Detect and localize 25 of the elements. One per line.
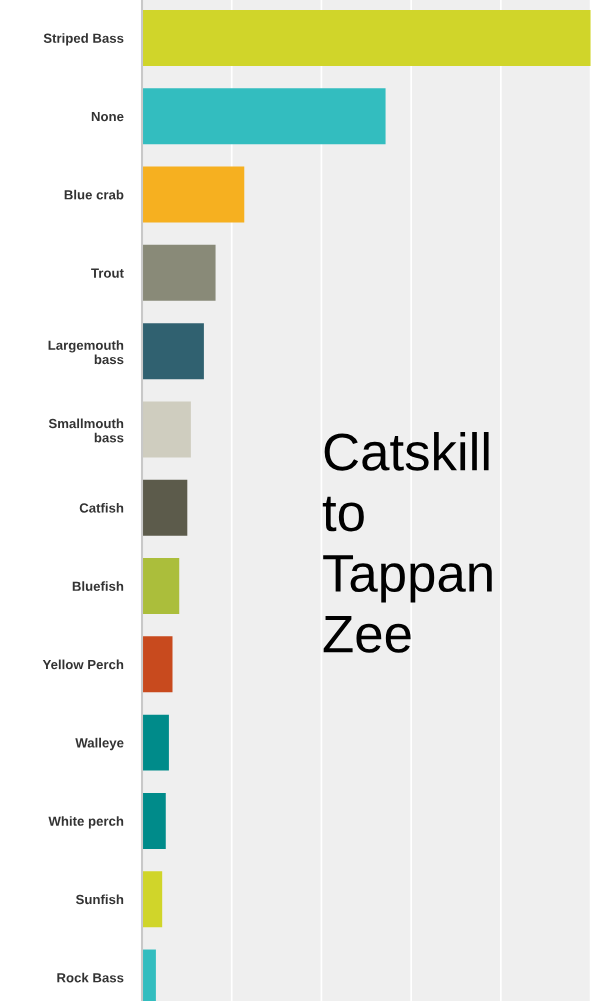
bar bbox=[142, 166, 245, 223]
bar bbox=[142, 244, 216, 301]
y-tick-label: Walleye bbox=[75, 737, 124, 751]
y-tick-label: Largemouth bass bbox=[48, 340, 124, 365]
y-tick-label: Smallmouth bass bbox=[48, 418, 124, 443]
y-tick-label: Blue crab bbox=[64, 189, 124, 200]
bar bbox=[142, 714, 169, 771]
y-tick-label: Striped Bass bbox=[43, 33, 124, 46]
bar bbox=[142, 479, 188, 536]
y-tick-label: Trout bbox=[91, 268, 124, 278]
annotation: Catskill to Tappan Zee bbox=[322, 432, 492, 653]
y-tick-label: Rock Bass bbox=[57, 972, 124, 983]
y-tick-label: Yellow Perch bbox=[42, 659, 124, 670]
bar bbox=[142, 323, 204, 380]
y-tick-label: White perch bbox=[48, 816, 124, 829]
bar bbox=[142, 558, 180, 615]
bar bbox=[142, 792, 166, 849]
bar bbox=[142, 88, 386, 145]
y-tick-label: None bbox=[91, 111, 124, 122]
bar bbox=[142, 636, 173, 693]
bar bbox=[142, 871, 163, 928]
y-tick-label: Catfish bbox=[79, 502, 124, 513]
bar bbox=[142, 9, 591, 66]
y-tick-label: Sunfish bbox=[75, 894, 124, 905]
y-tick-label: Bluefish bbox=[72, 581, 124, 591]
